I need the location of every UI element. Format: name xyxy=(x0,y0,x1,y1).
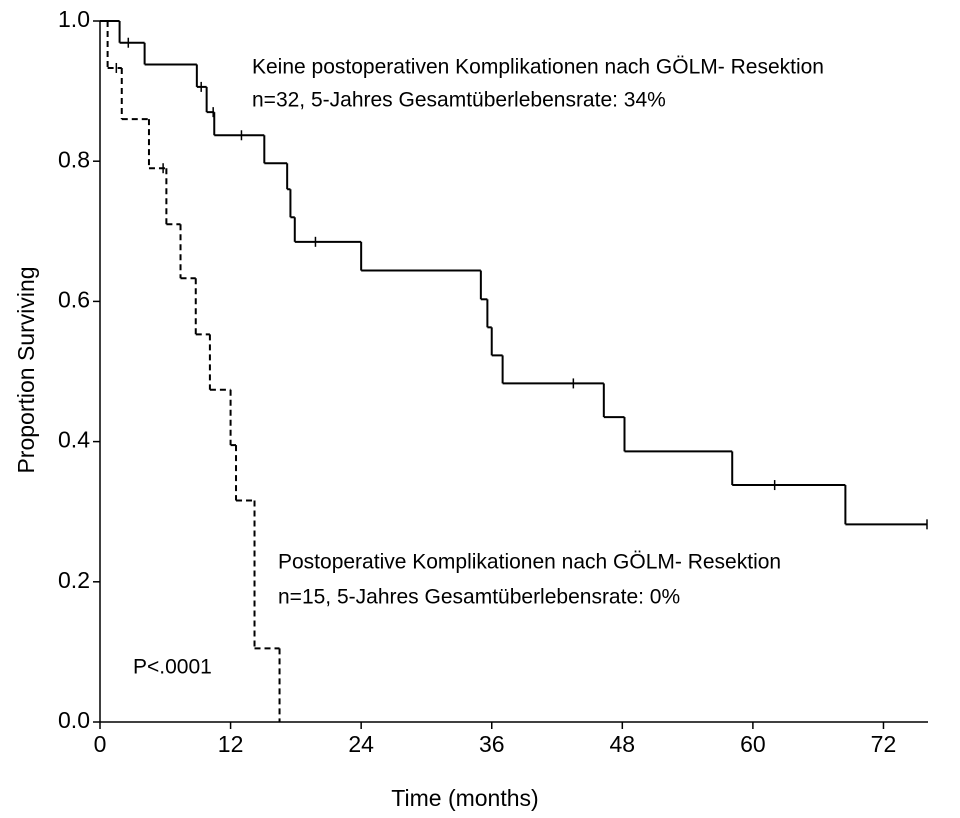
annotation: Keine postoperativen Komplikationen nach… xyxy=(252,56,824,79)
annotation: Postoperative Komplikationen nach GÖLM- … xyxy=(278,551,781,574)
annotation: n=15, 5-Jahres Gesamtüberlebensrate: 0% xyxy=(278,586,680,609)
x-tick-label: 24 xyxy=(348,731,374,757)
x-tick-label: 48 xyxy=(610,731,636,757)
y-tick-label: 0.4 xyxy=(58,427,90,453)
y-tick-label: 0.0 xyxy=(58,707,90,733)
y-tick-label: 0.2 xyxy=(58,567,90,593)
x-tick-label: 36 xyxy=(479,731,505,757)
x-tick-label: 60 xyxy=(740,731,766,757)
y-axis-label: Proportion Surviving xyxy=(13,266,39,473)
annotation: n=32, 5-Jahres Gesamtüberlebensrate: 34% xyxy=(252,89,666,112)
x-tick-label: 72 xyxy=(871,731,897,757)
y-tick-label: 0.8 xyxy=(58,146,90,172)
x-tick-label: 12 xyxy=(218,731,244,757)
x-tick-label: 0 xyxy=(94,731,107,757)
annotation: P<.0001 xyxy=(133,656,212,679)
y-tick-label: 0.6 xyxy=(58,286,90,312)
y-tick-label: 1.0 xyxy=(58,6,90,32)
x-axis-label: Time (months) xyxy=(391,785,538,811)
